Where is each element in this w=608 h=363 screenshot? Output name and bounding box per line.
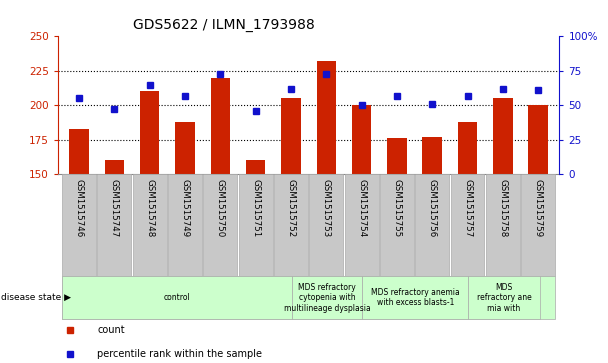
Bar	[317, 61, 336, 174]
Text: GSM1515754: GSM1515754	[357, 179, 366, 237]
Text: MDS refractory
cytopenia with
multilineage dysplasia: MDS refractory cytopenia with multilinea…	[283, 283, 370, 313]
Bar	[362, 276, 468, 319]
Text: GSM1515749: GSM1515749	[181, 179, 190, 237]
Bar	[521, 174, 555, 276]
Bar	[380, 174, 414, 276]
Text: percentile rank within the sample: percentile rank within the sample	[97, 349, 262, 359]
Bar	[97, 174, 131, 276]
Text: GSM1515748: GSM1515748	[145, 179, 154, 237]
Bar	[309, 174, 343, 276]
Text: GSM1515757: GSM1515757	[463, 179, 472, 237]
Text: GSM1515753: GSM1515753	[322, 179, 331, 237]
Text: GSM1515751: GSM1515751	[251, 179, 260, 237]
Text: GSM1515755: GSM1515755	[392, 179, 401, 237]
Text: GSM1515746: GSM1515746	[74, 179, 83, 237]
Text: GSM1515752: GSM1515752	[286, 179, 295, 237]
Text: GSM1515758: GSM1515758	[499, 179, 507, 237]
Bar	[133, 174, 167, 276]
Text: GSM1515759: GSM1515759	[534, 179, 543, 237]
Bar	[458, 122, 477, 174]
Bar	[451, 174, 485, 276]
Text: GSM1515750: GSM1515750	[216, 179, 225, 237]
Bar	[246, 160, 265, 174]
Bar	[486, 174, 520, 276]
Bar	[62, 276, 292, 319]
Bar	[168, 174, 202, 276]
Bar	[238, 174, 272, 276]
Text: control: control	[164, 293, 190, 302]
Bar	[69, 129, 89, 174]
Bar	[140, 91, 159, 174]
Bar	[415, 174, 449, 276]
Bar	[175, 122, 195, 174]
Text: disease state ▶: disease state ▶	[1, 293, 71, 302]
Bar	[468, 276, 539, 319]
Bar	[528, 105, 548, 174]
Text: MDS refractory anemia
with excess blasts-1: MDS refractory anemia with excess blasts…	[371, 288, 460, 307]
Text: GSM1515756: GSM1515756	[427, 179, 437, 237]
Bar	[292, 276, 362, 319]
Bar	[210, 78, 230, 174]
Bar	[345, 174, 379, 276]
Bar	[105, 160, 124, 174]
Bar	[493, 98, 513, 174]
Text: GSM1515747: GSM1515747	[110, 179, 119, 237]
Bar	[387, 138, 407, 174]
Bar	[274, 174, 308, 276]
Bar	[281, 98, 300, 174]
Bar	[203, 174, 237, 276]
Bar	[352, 105, 371, 174]
Text: MDS
refractory ane
mia with: MDS refractory ane mia with	[477, 283, 531, 313]
Text: count: count	[97, 325, 125, 335]
Bar	[423, 137, 442, 174]
Bar	[62, 174, 96, 276]
Text: GDS5622 / ILMN_1793988: GDS5622 / ILMN_1793988	[133, 19, 315, 33]
